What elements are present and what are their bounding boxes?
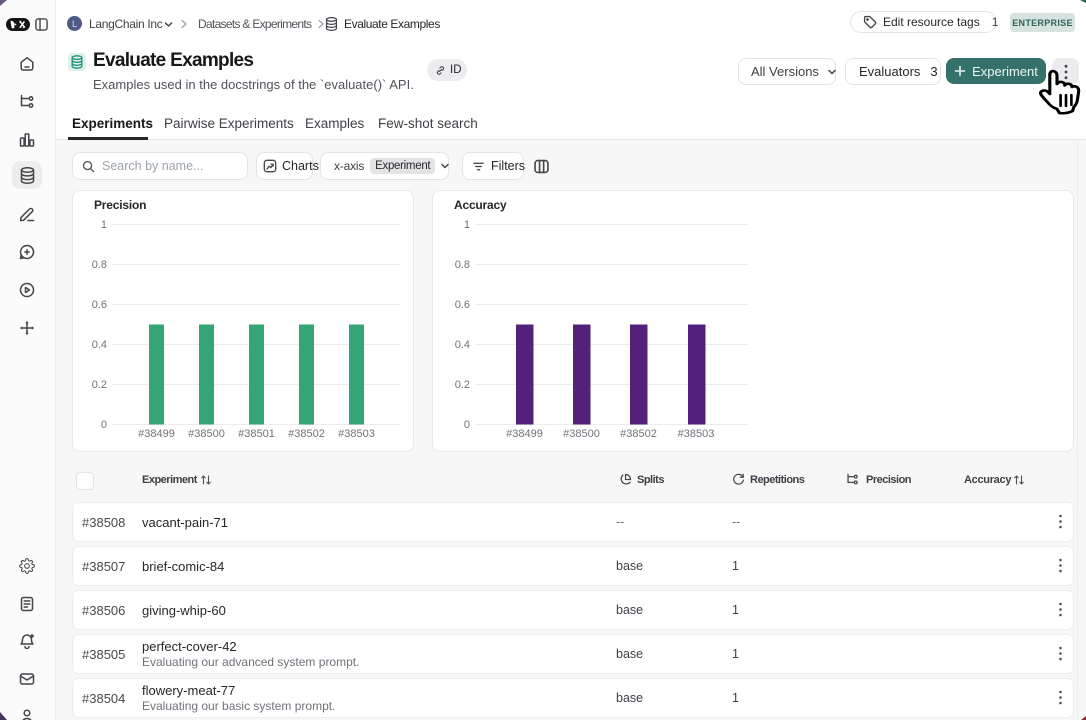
svg-text:#38499: #38499 bbox=[138, 428, 175, 440]
svg-text:#38499: #38499 bbox=[506, 428, 543, 440]
svg-text:#38502: #38502 bbox=[288, 428, 325, 440]
svg-text:0.4: 0.4 bbox=[92, 339, 107, 351]
svg-text:0: 0 bbox=[101, 419, 107, 431]
svg-text:0.6: 0.6 bbox=[455, 299, 470, 311]
svg-text:1: 1 bbox=[464, 219, 470, 231]
svg-text:0.8: 0.8 bbox=[92, 259, 107, 271]
svg-text:#38503: #38503 bbox=[678, 428, 715, 440]
svg-text:0.2: 0.2 bbox=[455, 379, 470, 391]
svg-text:0.2: 0.2 bbox=[92, 379, 107, 391]
svg-text:#38500: #38500 bbox=[188, 428, 225, 440]
svg-text:0.4: 0.4 bbox=[455, 339, 470, 351]
svg-text:#38501: #38501 bbox=[238, 428, 275, 440]
svg-text:#38502: #38502 bbox=[620, 428, 657, 440]
svg-text:0.6: 0.6 bbox=[92, 299, 107, 311]
svg-text:1: 1 bbox=[101, 219, 107, 231]
svg-text:0.8: 0.8 bbox=[455, 259, 470, 271]
svg-text:#38503: #38503 bbox=[338, 428, 375, 440]
svg-text:0: 0 bbox=[464, 419, 470, 431]
svg-text:#38500: #38500 bbox=[563, 428, 600, 440]
